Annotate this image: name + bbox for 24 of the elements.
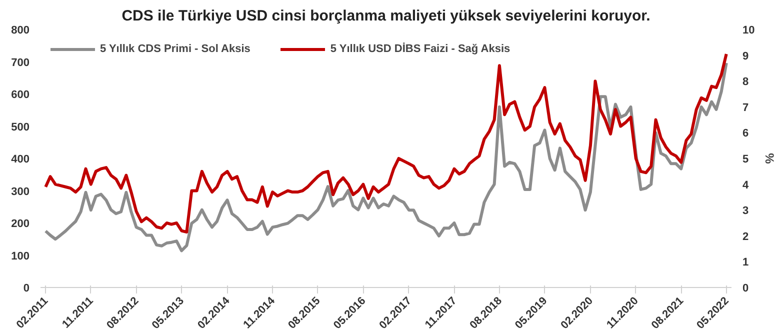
y-tick-label: 800 [11,24,30,36]
y-tick-label: 200 [11,218,30,230]
y-tick-label: 100 [11,250,30,262]
y2-tick-label: 10 [742,24,755,36]
y-tick-label: 0 [23,282,30,294]
y2-tick-label: 2 [742,230,749,243]
y2-tick-label: 1 [742,256,749,269]
legend-label: 5 Yıllık CDS Primi - Sol Aksis [100,43,250,55]
legend-label: 5 Yıllık USD DİBS Faizi - Sağ Aksis [330,43,510,55]
y2-tick-label: 9 [742,50,749,62]
y2-tick-label: 0 [742,282,749,294]
y2-tick-label: 6 [742,128,749,140]
y2-tick-label: 4 [742,179,750,192]
y2-tick-label: 8 [742,76,749,88]
y2-tick-label: 7 [742,102,749,114]
y-tick-label: 400 [11,154,30,166]
y-tick-label: 600 [11,89,30,101]
y2-axis-title: % [762,153,777,164]
y-tick-label: 700 [11,56,30,69]
y-tick-label: 500 [11,121,30,134]
y2-tick-label: 5 [742,154,749,166]
chart-title: CDS ile Türkiye USD cinsi borçlanma maliyeti yüksek seviyelerini koruyor. [122,8,650,24]
y2-tick-label: 3 [742,205,749,218]
y-tick-label: 300 [11,186,30,198]
